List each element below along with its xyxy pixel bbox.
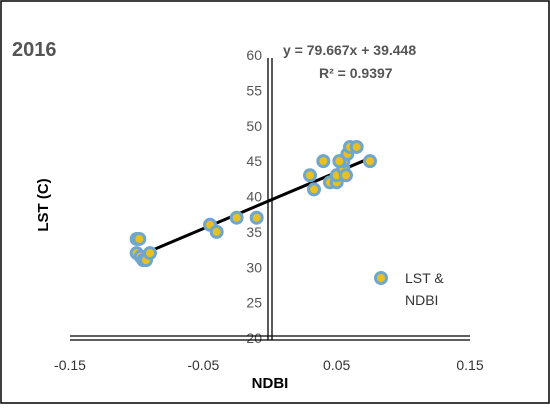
- equation-line-2: R² = 0.9397: [319, 65, 393, 81]
- legend-marker: [374, 271, 388, 285]
- y-tick-label-3: 35: [246, 224, 262, 240]
- data-point-8: [209, 224, 224, 239]
- data-point-10: [249, 210, 264, 225]
- y-tick-label-5: 45: [246, 153, 262, 169]
- data-point-21: [349, 139, 364, 154]
- x-tick-label-1: -0.05: [187, 357, 219, 373]
- y-tick-label-4: 40: [246, 189, 262, 205]
- y-tick-label-7: 55: [246, 82, 262, 98]
- y-axis-label: LST (C): [35, 178, 52, 231]
- legend: LST & NDBI: [374, 270, 444, 308]
- x-axis-label: NDBI: [252, 375, 289, 392]
- y-tick-label-8: 60: [246, 47, 262, 63]
- legend-label-line-1: LST &: [405, 270, 444, 286]
- data-point-12: [307, 182, 321, 197]
- data-point-23: [332, 154, 347, 169]
- data-point-13: [316, 154, 331, 169]
- y-tick-label-0: 20: [246, 330, 262, 346]
- equation-line-1: y = 79.667x + 39.448: [283, 42, 416, 58]
- data-point-1: [132, 231, 147, 246]
- y-tick-label-2: 30: [246, 259, 262, 275]
- y-tick-label-1: 25: [246, 295, 262, 311]
- x-tick-label-3: 0.15: [456, 357, 483, 373]
- data-point-24: [339, 168, 353, 183]
- data-point-9: [229, 210, 244, 225]
- data-point-22: [363, 154, 377, 169]
- x-tick-label-2: 0.05: [323, 357, 350, 373]
- y-tick-label-6: 50: [246, 118, 262, 134]
- legend-label-line-2: NDBI: [405, 292, 438, 308]
- data-point-6: [143, 246, 157, 261]
- data-point-11: [303, 168, 317, 183]
- chart-title: 2016: [12, 39, 57, 61]
- x-tick-label-0: -0.15: [54, 357, 86, 373]
